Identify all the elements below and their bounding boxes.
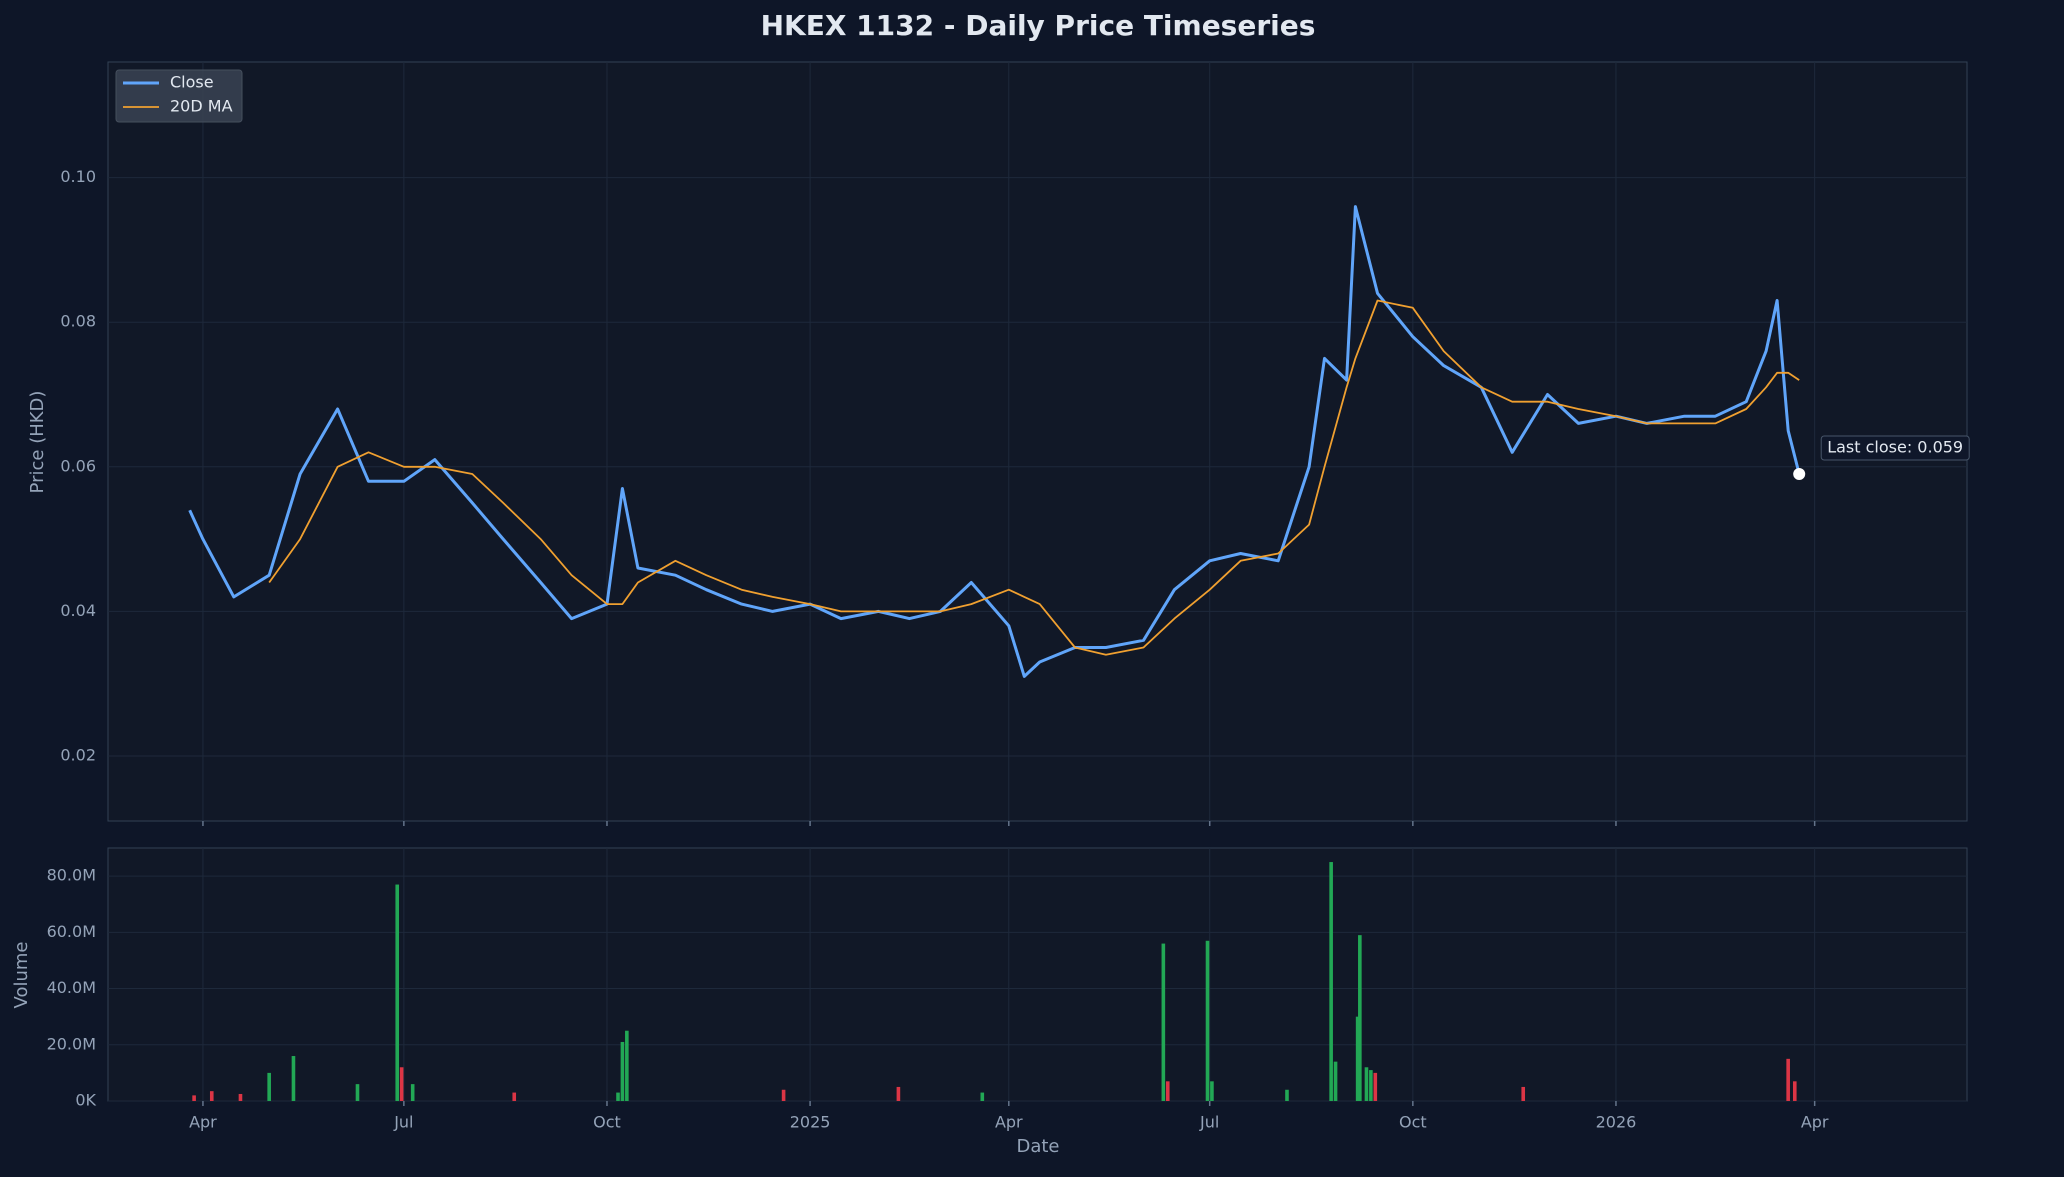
volume-bar <box>1369 1070 1373 1101</box>
volume-bar <box>1355 1016 1360 1101</box>
y-tick-label: 0K <box>75 1091 96 1110</box>
volume-bar <box>1285 1089 1289 1101</box>
y-axis-label: Price (HKD) <box>27 391 48 494</box>
line-series <box>188 205 1801 678</box>
volume-bar <box>1792 1081 1797 1101</box>
y-tick-label: 20.0M <box>47 1034 96 1053</box>
volume-bar <box>1358 935 1362 1101</box>
x-tick-label: Oct <box>1399 1113 1427 1132</box>
volume-bar <box>399 1067 404 1101</box>
volume-bar <box>410 1084 415 1101</box>
volume-bar <box>238 1093 243 1101</box>
annotation-box <box>1820 435 1970 461</box>
volume-bar <box>355 1084 360 1101</box>
volume-bar <box>1329 862 1333 1101</box>
x-tick-label: Jul <box>393 1113 413 1132</box>
y-tick-label: 0.06 <box>60 456 96 475</box>
last-point <box>1793 468 1806 481</box>
volume-bar <box>267 1072 271 1101</box>
volume-bar <box>625 1030 629 1101</box>
chart-title: HKEX 1132 - Daily Price Timeseries <box>761 9 1316 42</box>
volume-bar <box>291 1056 296 1101</box>
annotation: Last close: 0.059 <box>1827 438 1963 457</box>
x-tick-label: Oct <box>593 1113 621 1132</box>
volume-bar <box>1364 1067 1369 1101</box>
y-tick-label: 80.0M <box>47 866 96 885</box>
volume-bar <box>1161 943 1166 1101</box>
y-tick-label: 0.04 <box>60 601 96 620</box>
volume-bar <box>192 1095 196 1101</box>
x-tick-label: Jul <box>1199 1113 1219 1132</box>
legend-label: Close <box>170 73 214 92</box>
volume-bar <box>1786 1058 1790 1101</box>
legend-label: 20D MA <box>170 97 233 116</box>
volume-bar <box>209 1091 214 1101</box>
volume-bar <box>616 1092 620 1101</box>
line-series <box>268 299 1800 656</box>
x-tick-label: 2025 <box>790 1113 831 1132</box>
x-tick-label: Apr <box>1801 1113 1829 1132</box>
volume-bar <box>1373 1072 1378 1101</box>
volume-bar <box>980 1092 985 1101</box>
x-tick-label: 2026 <box>1596 1113 1637 1132</box>
volume-bar <box>1521 1086 1526 1101</box>
price-panel <box>107 61 1968 822</box>
volume-bar <box>1333 1061 1338 1101</box>
y-axis-label: Volume <box>11 942 32 1009</box>
volume-bar <box>1165 1081 1170 1101</box>
y-tick-label: 60.0M <box>47 922 96 941</box>
x-tick-label: Apr <box>995 1113 1023 1132</box>
x-axis-label: Date <box>1016 1136 1059 1157</box>
y-tick-label: 0.10 <box>60 167 96 186</box>
y-tick-label: 0.02 <box>60 745 96 764</box>
volume-bar <box>395 884 400 1101</box>
x-tick-label: Apr <box>189 1113 217 1132</box>
volume-bar <box>781 1089 786 1101</box>
volume-bar <box>620 1041 625 1101</box>
volume-bar <box>896 1086 901 1101</box>
y-tick-label: 0.08 <box>60 312 96 331</box>
volume-panel <box>107 847 1968 1102</box>
volume-bar <box>512 1092 517 1101</box>
volume-bar <box>1205 940 1210 1101</box>
volume-bar <box>1210 1081 1214 1101</box>
y-tick-label: 40.0M <box>47 978 96 997</box>
